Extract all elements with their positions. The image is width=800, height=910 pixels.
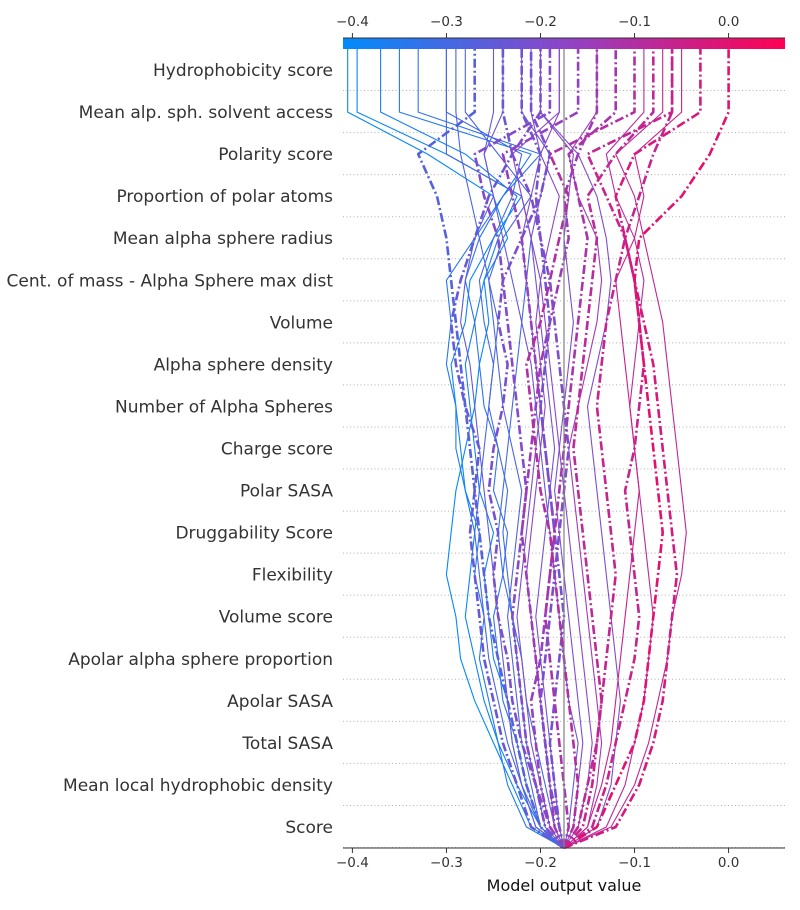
feature-label: Total SASA — [241, 734, 333, 754]
decision-path — [563, 49, 687, 849]
feature-label: Volume score — [219, 608, 333, 628]
decision-path-misclassified — [520, 49, 566, 849]
decision-path — [483, 49, 579, 849]
decision-path-misclassified — [563, 49, 730, 850]
decision-path — [455, 49, 565, 849]
feature-label: Apolar alpha sphere proportion — [68, 650, 333, 670]
bottom-x-axis: −0.4 −0.3 −0.2 −0.1 0.0 — [336, 847, 785, 871]
feature-label: Mean alp. sph. solvent access — [79, 103, 333, 123]
x-tick-label: 0.0 — [718, 14, 739, 30]
x-tick-label: −0.2 — [524, 14, 557, 30]
feature-label: Charge score — [221, 440, 333, 460]
top-x-axis: −0.4 −0.3 −0.2 −0.1 0.0 — [336, 14, 785, 39]
decision-path — [417, 49, 565, 849]
x-tick-label: −0.3 — [430, 14, 463, 30]
feature-label: Alpha sphere density — [154, 355, 333, 375]
decision-path-misclassified — [563, 49, 674, 850]
x-tick-label: −0.3 — [430, 855, 463, 871]
decision-path — [539, 49, 621, 849]
decision-path — [563, 49, 683, 849]
feature-label: Cent. of mass - Alpha Sphere max dist — [6, 271, 333, 291]
decision-path-misclassified — [562, 49, 655, 849]
feature-label: Polarity score — [218, 145, 333, 165]
decision-path-misclassified — [510, 49, 571, 849]
feature-label: Proportion of polar atoms — [116, 187, 333, 207]
x-tick-label: −0.4 — [336, 855, 369, 871]
decision-path-misclassified — [563, 49, 702, 850]
decision-paths — [347, 49, 730, 850]
decision-path — [511, 49, 593, 849]
x-tick-label: 0.0 — [718, 855, 739, 871]
feature-labels: Hydrophobicity score Mean alp. sph. solve… — [6, 61, 333, 838]
decision-path — [563, 49, 603, 849]
feature-label: Score — [285, 818, 333, 838]
x-tick-label: −0.4 — [336, 14, 369, 30]
decision-path — [356, 49, 565, 849]
feature-label: Volume — [270, 313, 333, 333]
decision-path-misclassified — [416, 49, 565, 849]
decision-path — [563, 49, 654, 849]
decision-path-misclassified — [525, 49, 636, 849]
feature-label: Hydrophobicity score — [153, 61, 333, 81]
decision-path — [516, 49, 565, 849]
feature-label: Apolar SASA — [227, 692, 333, 712]
feature-label: Flexibility — [252, 566, 333, 586]
decision-path-misclassified — [473, 49, 565, 849]
decision-path-misclassified — [449, 49, 565, 850]
x-tick-label: −0.2 — [524, 855, 557, 871]
feature-label: Number of Alpha Spheres — [115, 397, 333, 417]
x-tick-label: −0.1 — [618, 855, 651, 871]
x-tick-label: −0.1 — [618, 14, 651, 30]
feature-label: Druggability Score — [175, 524, 333, 544]
feature-label: Polar SASA — [240, 482, 333, 502]
colorbar — [343, 38, 785, 49]
feature-label: Mean local hydrophobic density — [63, 776, 333, 796]
x-axis-title: Model output value — [487, 876, 642, 895]
decision-path-misclassified — [563, 49, 674, 849]
feature-label: Mean alpha sphere radius — [113, 229, 333, 249]
decision-path-misclassified — [520, 49, 599, 849]
decision-path — [347, 49, 565, 849]
decision-path — [539, 49, 584, 849]
decision-path — [521, 49, 565, 849]
